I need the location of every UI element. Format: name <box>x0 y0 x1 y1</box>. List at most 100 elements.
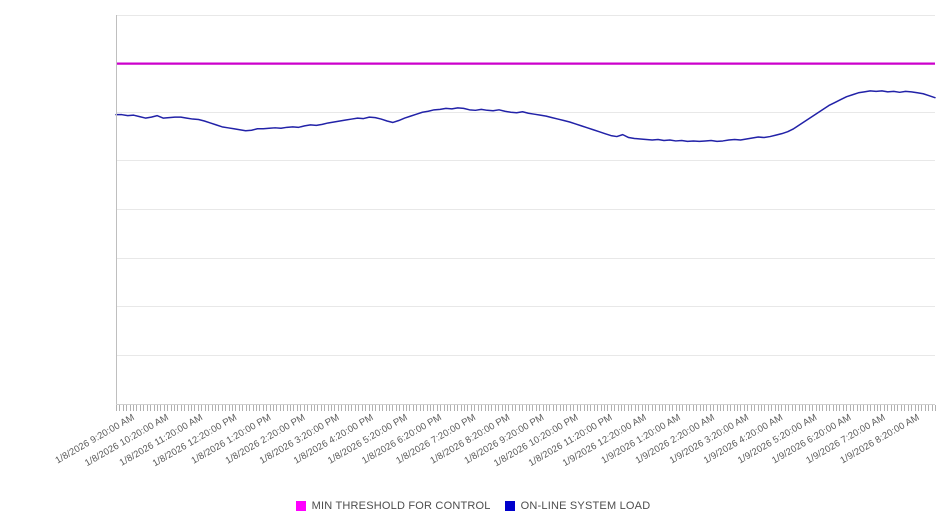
x-axis-tick <box>822 405 824 411</box>
x-axis-tick <box>692 405 694 411</box>
x-axis-tick <box>764 405 766 411</box>
x-axis-tick <box>423 405 425 411</box>
x-axis-tick <box>825 405 827 411</box>
x-axis-tick <box>928 405 930 411</box>
x-axis-tick <box>771 405 773 411</box>
x-axis-tick <box>163 405 165 411</box>
x-axis-tick <box>631 405 633 411</box>
x-axis-tick <box>337 405 339 411</box>
x-axis-tick <box>156 405 158 411</box>
x-axis-tick <box>522 405 524 411</box>
x-axis-tick <box>402 405 404 411</box>
x-axis-tick <box>924 405 926 411</box>
x-axis-tick <box>590 405 592 411</box>
x-axis-tick <box>559 405 561 411</box>
plot-area <box>115 15 936 404</box>
x-axis-tick <box>515 405 517 411</box>
x-axis-tick <box>416 405 418 411</box>
x-axis-tick <box>392 405 394 411</box>
x-axis-tick <box>491 405 493 411</box>
x-axis-tick <box>153 405 155 411</box>
x-axis-tick <box>395 405 397 411</box>
x-axis-tick <box>685 405 687 411</box>
x-axis-tick <box>931 405 933 411</box>
x-axis-tick <box>774 405 776 411</box>
x-axis-tick <box>344 405 346 411</box>
x-axis-tick <box>406 405 408 411</box>
x-axis-tick <box>249 405 251 411</box>
x-axis-tick <box>651 405 653 411</box>
x-axis-tick <box>716 405 718 411</box>
x-axis-tick <box>238 405 240 411</box>
x-axis-tick <box>832 405 834 411</box>
gridline <box>116 355 935 356</box>
x-axis-tick <box>457 405 459 411</box>
x-axis-tick <box>487 405 489 411</box>
x-axis-tick <box>351 405 353 411</box>
x-axis-tick <box>399 405 401 411</box>
x-axis-tick <box>293 405 295 411</box>
x-axis-tick <box>477 405 479 411</box>
x-axis-line <box>116 404 935 405</box>
x-axis-tick <box>535 405 537 411</box>
x-axis-tick <box>863 405 865 411</box>
x-axis-tick <box>760 405 762 411</box>
x-axis-tick <box>897 405 899 411</box>
x-axis-tick <box>750 405 752 411</box>
x-axis-tick <box>573 405 575 411</box>
x-axis-tick <box>528 405 530 411</box>
x-axis-tick <box>586 405 588 411</box>
x-axis-tick <box>358 405 360 411</box>
x-axis-tick <box>525 405 527 411</box>
x-axis-tick <box>389 405 390 411</box>
x-axis-tick <box>194 405 196 411</box>
x-axis-tick <box>791 405 793 411</box>
x-axis-tick <box>429 405 431 411</box>
x-axis-tick <box>815 405 817 411</box>
x-axis-tick <box>842 405 844 411</box>
x-axis-tick <box>904 405 906 411</box>
x-axis-tick <box>890 405 892 411</box>
x-axis-tick <box>689 405 691 411</box>
legend-label: MIN THRESHOLD FOR CONTROL <box>311 500 491 512</box>
x-axis-tick <box>624 405 626 411</box>
x-axis-tick <box>876 405 878 411</box>
x-axis-tick <box>566 405 568 411</box>
x-axis-tick <box>129 405 131 411</box>
x-axis-tick <box>730 405 732 411</box>
x-axis-tick <box>197 405 199 411</box>
x-axis-tick <box>279 405 281 411</box>
x-axis-tick <box>139 405 141 411</box>
x-axis-tick <box>788 405 790 411</box>
x-axis-tick <box>191 405 193 411</box>
x-axis-tick <box>600 405 602 411</box>
x-axis-tick <box>324 405 326 411</box>
x-axis-tick <box>170 405 172 411</box>
x-axis-tick <box>375 405 377 411</box>
x-axis-tick <box>228 405 230 411</box>
legend-item-online-system-load[interactable]: ON-LINE SYSTEM LOAD <box>504 500 651 512</box>
x-axis-tick <box>436 405 438 411</box>
x-axis-tick <box>675 405 677 411</box>
x-axis-tick <box>542 405 544 411</box>
x-axis-tick <box>453 405 455 411</box>
x-axis-tick <box>464 405 466 411</box>
x-axis-tick <box>501 405 503 411</box>
legend-item-min-threshold[interactable]: MIN THRESHOLD FOR CONTROL <box>295 500 491 512</box>
x-axis-tick <box>644 405 646 411</box>
x-axis-tick <box>382 405 384 411</box>
chart-legend: MIN THRESHOLD FOR CONTROL ON-LINE SYSTEM… <box>0 496 946 516</box>
x-axis-tick <box>116 405 117 411</box>
x-axis-tick <box>870 405 872 411</box>
x-axis-tick <box>658 405 660 411</box>
gridline <box>116 306 935 307</box>
x-axis-tick <box>900 405 902 411</box>
x-axis-tick <box>784 405 786 411</box>
x-axis-tick <box>440 405 442 411</box>
x-axis-tick <box>505 405 507 411</box>
x-axis-tick <box>747 405 749 411</box>
x-axis-tick <box>208 405 210 411</box>
x-axis-tick <box>354 405 356 411</box>
x-axis-tick <box>255 405 257 411</box>
x-axis-tick <box>201 405 203 411</box>
